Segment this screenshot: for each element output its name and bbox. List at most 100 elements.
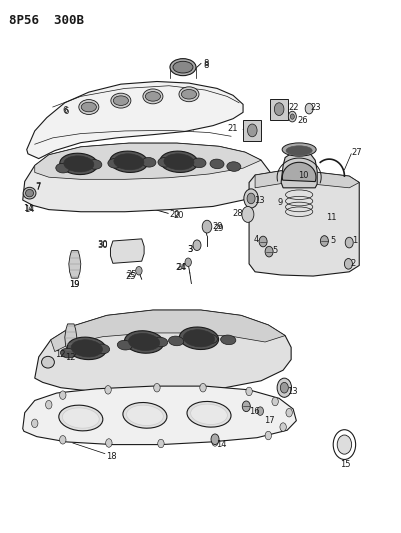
Ellipse shape	[60, 153, 97, 175]
Circle shape	[31, 419, 38, 427]
Circle shape	[241, 206, 253, 222]
Text: 20: 20	[168, 210, 179, 219]
Ellipse shape	[183, 330, 214, 347]
Ellipse shape	[220, 335, 235, 345]
Ellipse shape	[179, 327, 218, 350]
Ellipse shape	[23, 187, 36, 199]
Ellipse shape	[142, 158, 156, 167]
Text: 27: 27	[351, 148, 361, 157]
Polygon shape	[34, 310, 290, 393]
Ellipse shape	[109, 151, 148, 173]
Circle shape	[273, 103, 283, 116]
Ellipse shape	[111, 93, 131, 108]
Circle shape	[59, 391, 66, 399]
Circle shape	[271, 397, 277, 406]
Text: 2: 2	[349, 260, 354, 268]
Ellipse shape	[124, 331, 163, 353]
Ellipse shape	[81, 102, 96, 112]
Ellipse shape	[59, 405, 103, 431]
Text: 3: 3	[187, 245, 192, 254]
Text: 11: 11	[325, 213, 336, 222]
Circle shape	[336, 435, 351, 454]
Text: 20: 20	[173, 212, 184, 221]
Circle shape	[285, 408, 292, 417]
Ellipse shape	[181, 90, 196, 99]
Ellipse shape	[79, 100, 99, 115]
Text: 23: 23	[309, 102, 320, 111]
Text: 25: 25	[125, 272, 136, 280]
Circle shape	[288, 111, 296, 122]
Polygon shape	[255, 171, 358, 188]
Polygon shape	[51, 310, 284, 352]
Text: 15: 15	[339, 460, 350, 469]
Ellipse shape	[41, 357, 54, 368]
Text: 4: 4	[253, 236, 258, 245]
Ellipse shape	[126, 405, 163, 425]
Ellipse shape	[152, 337, 167, 347]
Ellipse shape	[87, 160, 101, 169]
Text: 17: 17	[263, 416, 274, 425]
Ellipse shape	[62, 408, 99, 428]
Circle shape	[105, 385, 111, 394]
Text: 8P56  300B: 8P56 300B	[9, 14, 83, 27]
Ellipse shape	[71, 340, 102, 357]
Text: 12: 12	[65, 353, 76, 362]
Circle shape	[242, 401, 250, 411]
Polygon shape	[27, 82, 243, 159]
Text: 19: 19	[69, 280, 80, 289]
Text: 14: 14	[24, 205, 35, 214]
Text: 16: 16	[249, 407, 259, 416]
Circle shape	[202, 220, 211, 233]
Text: 29: 29	[212, 222, 222, 231]
Circle shape	[257, 407, 263, 415]
Text: 10: 10	[297, 171, 308, 180]
Text: 7: 7	[35, 183, 41, 192]
Circle shape	[332, 430, 355, 459]
Text: 22: 22	[288, 102, 298, 111]
Text: 7: 7	[35, 182, 41, 191]
Polygon shape	[110, 239, 144, 263]
Ellipse shape	[202, 334, 217, 344]
Text: 29: 29	[213, 224, 223, 233]
Circle shape	[290, 114, 294, 119]
Ellipse shape	[107, 159, 122, 168]
Ellipse shape	[145, 92, 160, 101]
Circle shape	[45, 400, 52, 409]
Polygon shape	[269, 99, 287, 120]
Text: 3: 3	[186, 245, 192, 254]
Polygon shape	[282, 163, 315, 182]
Text: 28: 28	[232, 209, 243, 218]
Circle shape	[276, 378, 291, 397]
Ellipse shape	[192, 158, 205, 167]
Ellipse shape	[160, 151, 198, 173]
Text: 5: 5	[329, 237, 334, 246]
Ellipse shape	[143, 89, 162, 104]
Circle shape	[304, 103, 312, 114]
Text: 26: 26	[296, 116, 307, 125]
Polygon shape	[249, 171, 358, 276]
Text: 9: 9	[277, 198, 282, 207]
Polygon shape	[65, 324, 77, 352]
Circle shape	[344, 259, 352, 269]
Circle shape	[264, 246, 272, 257]
Polygon shape	[280, 151, 316, 188]
Text: 21: 21	[227, 124, 237, 133]
Ellipse shape	[60, 349, 75, 358]
Polygon shape	[34, 143, 260, 179]
Text: 6: 6	[63, 106, 68, 115]
Ellipse shape	[64, 156, 93, 172]
Text: 25: 25	[126, 270, 137, 279]
Ellipse shape	[170, 59, 196, 76]
Ellipse shape	[282, 143, 316, 156]
Polygon shape	[23, 143, 269, 212]
Text: 13: 13	[253, 196, 264, 205]
Ellipse shape	[117, 341, 132, 350]
Ellipse shape	[113, 96, 128, 106]
Polygon shape	[243, 120, 260, 141]
Ellipse shape	[172, 61, 192, 73]
Circle shape	[211, 438, 218, 446]
Circle shape	[279, 382, 288, 393]
Ellipse shape	[209, 159, 223, 168]
Text: 13: 13	[286, 387, 297, 396]
Polygon shape	[23, 386, 296, 445]
